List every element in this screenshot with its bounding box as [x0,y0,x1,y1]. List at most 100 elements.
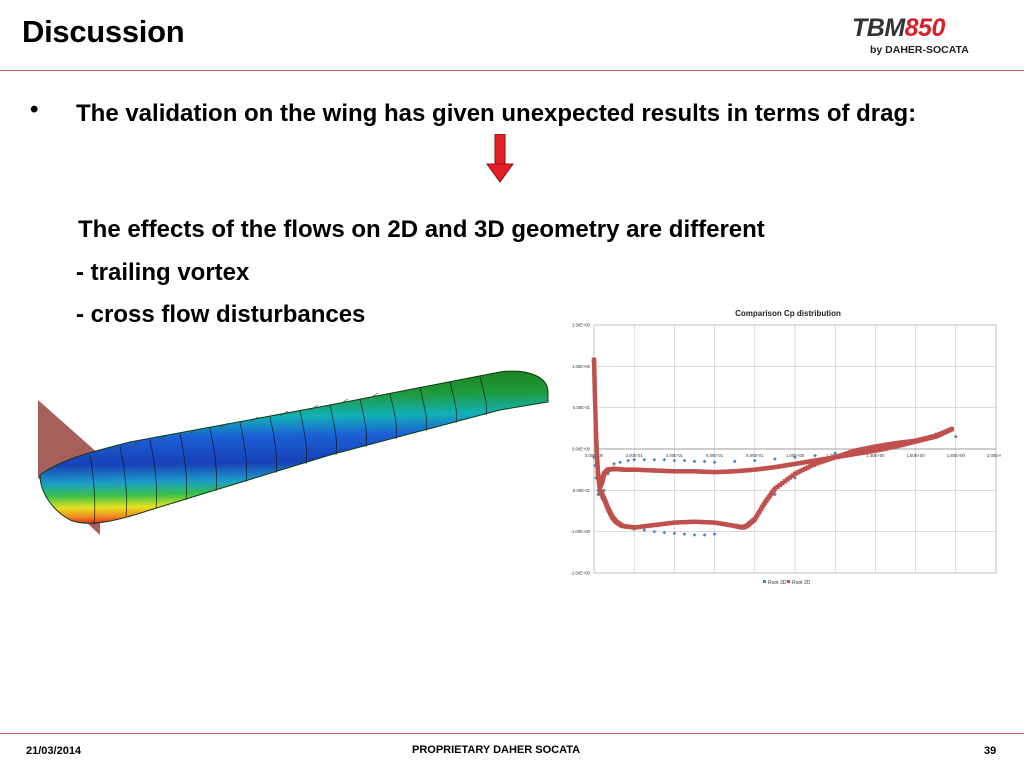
root-2d-point [712,520,717,525]
root-2d-point [687,469,692,474]
x-tick-label: 1.40E+00 [866,453,885,458]
root-2d-point [833,455,838,460]
root-2d-point [880,443,886,448]
cross-flow-item: - cross flow disturbances [76,301,366,328]
y-tick-label: 0.00E+00 [572,447,591,452]
root-2d-point [863,450,868,455]
root-2d-point [697,519,702,525]
root-3d-point [813,453,817,458]
root-2d-point [702,519,707,525]
root-2d-point [667,468,672,474]
root-2d-point [782,479,788,484]
root-2d-point [714,520,720,526]
root-2d-point [724,522,730,527]
root-2d-point [707,469,712,475]
root-2d-point [875,447,881,453]
legend-marker-root-3d [763,580,766,583]
root-2d-point [853,451,858,457]
chart-series [591,357,958,537]
root-2d-point [787,475,793,480]
x-tick-label: 1.60E+00 [907,453,926,458]
root-2d-point [687,519,692,525]
root-2d-point [865,445,871,451]
root-2d-point [664,521,670,526]
legend-label-root-2d: Root 2D [792,580,811,586]
wing-cfd-image [38,370,549,535]
root-2d-point [805,465,810,470]
root-2d-point [930,434,936,439]
root-2d-point [792,471,798,476]
root-2d-point [684,519,690,525]
root-2d-point [667,520,672,526]
root-2d-point [654,522,660,527]
root-2d-point [593,409,598,414]
root-2d-point [704,520,710,525]
root-2d-point [669,520,675,526]
root-2d-point [724,469,730,474]
root-2d-point [928,434,933,440]
x-tick-label: 1.80E+00 [947,453,966,458]
root-2d-point [732,469,737,474]
root-2d-point [810,462,815,468]
root-2d-point [790,462,795,467]
root-2d-point [797,469,803,474]
bullet-text: The validation on the wing has given une… [76,100,917,127]
root-2d-point [682,469,687,474]
logo-brand-tbm: TBM [852,14,905,42]
root-2d-point [815,457,820,463]
y-tick-label: 5.00E-01 [573,405,591,410]
root-2d-point [694,469,700,474]
logo-subtitle: by DAHER-SOCATA [870,44,969,56]
root-2d-point [737,468,742,474]
y-tick-label: -1.50E+00 [571,571,591,576]
legend-marker-root-2d [787,580,790,583]
root-2d-point [639,524,644,529]
root-2d-point [729,523,735,528]
root-2d-point [704,469,710,475]
footer-divider [0,733,1024,734]
root-2d-point [772,464,778,470]
root-2d-point [858,450,863,456]
root-2d-point [755,467,760,472]
root-2d-point [810,458,815,464]
root-2d-point [775,484,780,490]
root-2d-point [709,469,715,475]
root-2d-point [949,426,954,432]
root-2d-point [822,458,828,463]
root-2d-point [850,449,855,454]
root-3d-point [662,530,667,535]
root-2d-point [802,466,808,472]
root-3d-point [712,460,717,465]
root-2d-point [659,521,665,527]
root-2d-point [807,459,813,464]
root-2d-point [787,462,793,467]
root-3d-point [662,457,667,462]
tbm850-logo: TBM850 by DAHER-SOCATA [848,14,988,64]
root-2d-point [815,460,820,466]
root-2d-point [802,460,808,465]
root-2d-point [647,468,652,473]
root-2d-point [873,448,878,453]
root-2d-point [649,523,654,528]
root-2d-point [893,441,898,446]
root-2d-point [674,469,680,474]
root-2d-point [649,468,654,473]
root-2d-point [594,442,599,448]
root-2d-point [592,381,597,387]
root-2d-point [825,457,830,462]
chart-title: Comparison Cp distribution [735,309,841,318]
root-3d-point [626,458,631,463]
root-2d-point [797,460,803,466]
root-2d-point [594,451,600,457]
root-2d-point [885,442,891,447]
header-divider [0,70,1024,71]
root-2d-point [747,467,752,473]
root-2d-point [707,520,712,525]
root-2d-point [594,436,599,441]
root-2d-point [812,458,818,463]
root-2d-point [714,469,720,475]
root-2d-point [593,413,598,419]
root-2d-point [925,435,931,440]
root-2d-point [592,384,597,390]
root-2d-point [913,438,918,443]
